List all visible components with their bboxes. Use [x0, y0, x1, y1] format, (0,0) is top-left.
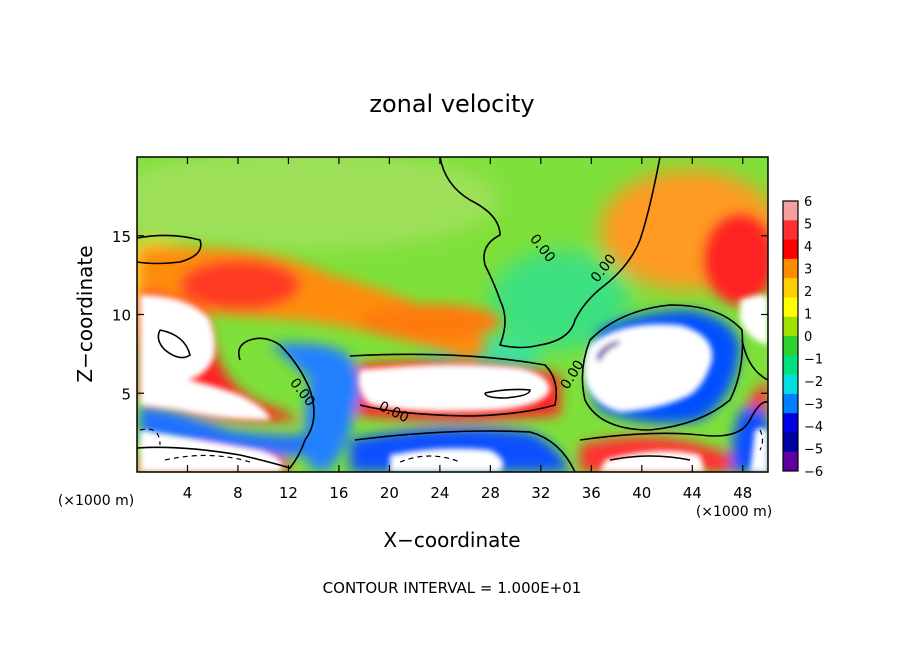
colorbar-tick-label: 4	[804, 240, 812, 255]
colorbar-tick-label: −2	[804, 375, 823, 390]
x-tick-label: 44	[683, 484, 702, 502]
colorbar-segment	[783, 393, 798, 414]
colorbar-tick-label: −6	[804, 465, 823, 480]
x-unit-left: (×1000 m)	[58, 493, 134, 509]
colorbar-tick-label: 2	[804, 285, 812, 300]
x-tick-label: 32	[531, 484, 550, 502]
x-tick-label: 20	[380, 484, 399, 502]
x-tick-label: 28	[481, 484, 500, 502]
x-tick-label: 48	[733, 484, 752, 502]
x-axis-label: X−coordinate	[383, 528, 520, 552]
colorbar-tick-label: 6	[804, 195, 812, 210]
chart-title: zonal velocity	[369, 90, 534, 118]
colorbar-segment	[783, 374, 798, 395]
colorbar-tick-label: −5	[804, 443, 823, 458]
x-tick-label: 36	[582, 484, 601, 502]
contour-interval-note: CONTOUR INTERVAL = 1.000E+01	[323, 579, 582, 597]
x-tick-label: 12	[279, 484, 298, 502]
colorbar-tick-label: −4	[804, 420, 823, 435]
colorbar-tick-label: −1	[804, 353, 823, 368]
colorbar-tick-label: 3	[804, 263, 812, 278]
x-tick-label: 8	[233, 484, 243, 502]
colorbar-segment	[783, 432, 798, 453]
y-tick-label: 10	[112, 307, 131, 325]
colorbar-segment	[783, 239, 798, 260]
colorbar-tick-label: −3	[804, 398, 823, 413]
colorbar-segment	[783, 278, 798, 298]
colorbar-segment	[783, 201, 798, 221]
colorbar-frame	[782, 200, 799, 472]
y-axis: 5 10 15	[112, 228, 768, 403]
colorbar-segment	[783, 297, 798, 318]
x-axis: 4 8 12 16 20 24 28 32 36 40 44 48	[183, 157, 752, 502]
x-tick-label: 16	[329, 484, 348, 502]
colorbar-tick-label: 1	[804, 308, 812, 323]
y-tick-label: 15	[112, 228, 131, 246]
plot-area	[137, 157, 768, 472]
colorbar-tick-label: 0	[804, 330, 812, 345]
colorbar-segment	[783, 316, 798, 337]
colorbar-segment	[783, 355, 798, 376]
colorbar-segment	[783, 336, 798, 356]
colorbar-tick-label: 5	[804, 218, 812, 233]
x-tick-label: 4	[183, 484, 193, 502]
y-tick-label: 5	[121, 385, 131, 403]
x-unit-right: (×1000 m)	[696, 504, 772, 520]
colorbar-segment	[783, 258, 798, 279]
colorbar-segment	[783, 451, 798, 472]
colorbar-segment	[783, 413, 798, 433]
y-axis-label: Z−coordinate	[73, 245, 97, 382]
x-tick-label: 40	[632, 484, 651, 502]
colorbar-segment	[783, 220, 798, 241]
colorbar: 6 5 4 3 2 1 0 −1 −2 −3 −4 −5 −6	[782, 195, 823, 480]
x-tick-label: 24	[430, 484, 449, 502]
